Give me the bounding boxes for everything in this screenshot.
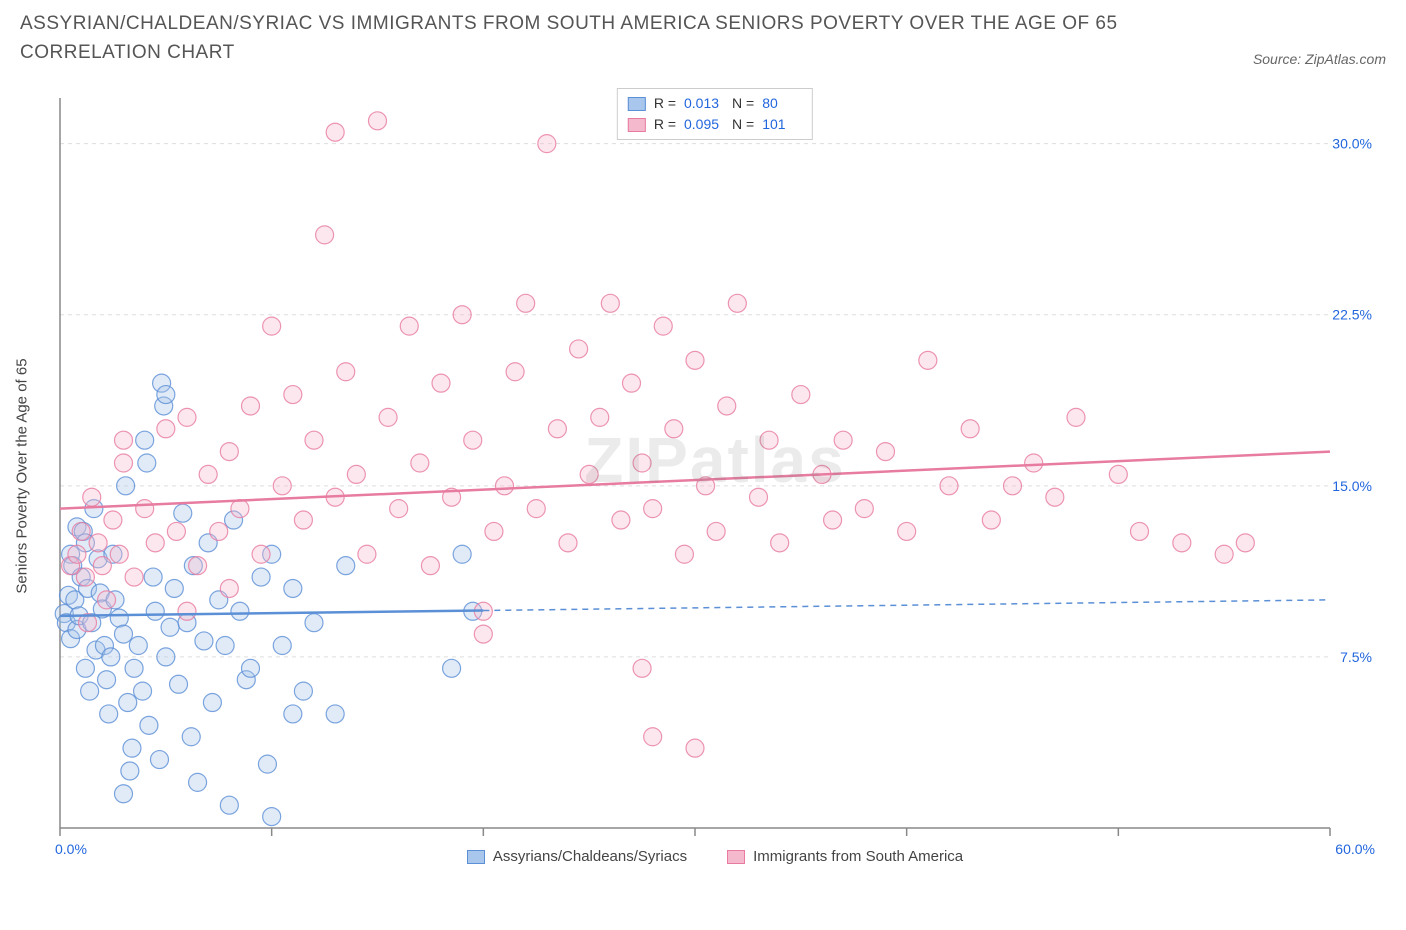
legend-label-assyrian: Assyrians/Chaldeans/Syriacs — [493, 848, 687, 865]
svg-text:15.0%: 15.0% — [1332, 478, 1372, 494]
n-value-assyrian: 80 — [762, 93, 802, 114]
swatch-assyrian-bottom — [467, 850, 485, 864]
swatch-assyrian — [628, 97, 646, 111]
svg-text:7.5%: 7.5% — [1340, 649, 1372, 665]
r-label: R = — [654, 93, 676, 114]
legend-row-assyrian: R = 0.013 N = 80 — [628, 93, 802, 114]
bottom-legend: Assyrians/Chaldeans/Syriacs Immigrants f… — [50, 848, 1380, 865]
r-value-assyrian: 0.013 — [684, 93, 724, 114]
chart-title: ASSYRIAN/CHALDEAN/SYRIAC VS IMMIGRANTS F… — [20, 10, 1120, 67]
swatch-south-america-bottom — [727, 850, 745, 864]
svg-text:30.0%: 30.0% — [1332, 136, 1372, 152]
source-label: Source: ZipAtlas.com — [1253, 51, 1386, 67]
legend-item-assyrian: Assyrians/Chaldeans/Syriacs — [467, 848, 687, 865]
svg-text:22.5%: 22.5% — [1332, 307, 1372, 323]
plot-area: Seniors Poverty Over the Age of 65 ZIPat… — [50, 88, 1380, 863]
n-label: N = — [732, 93, 754, 114]
correlation-legend: R = 0.013 N = 80 R = 0.095 N = 101 — [617, 88, 813, 140]
r-value-south-america: 0.095 — [684, 114, 724, 135]
legend-label-south-america: Immigrants from South America — [753, 848, 963, 865]
scatter-svg: 7.5%15.0%22.5%30.0%0.0%60.0% — [50, 88, 1380, 863]
n-value-south-america: 101 — [762, 114, 802, 135]
legend-item-south-america: Immigrants from South America — [727, 848, 963, 865]
swatch-south-america — [628, 118, 646, 132]
y-axis-label: Seniors Poverty Over the Age of 65 — [14, 358, 31, 593]
n-label: N = — [732, 114, 754, 135]
legend-row-south-america: R = 0.095 N = 101 — [628, 114, 802, 135]
r-label: R = — [654, 114, 676, 135]
